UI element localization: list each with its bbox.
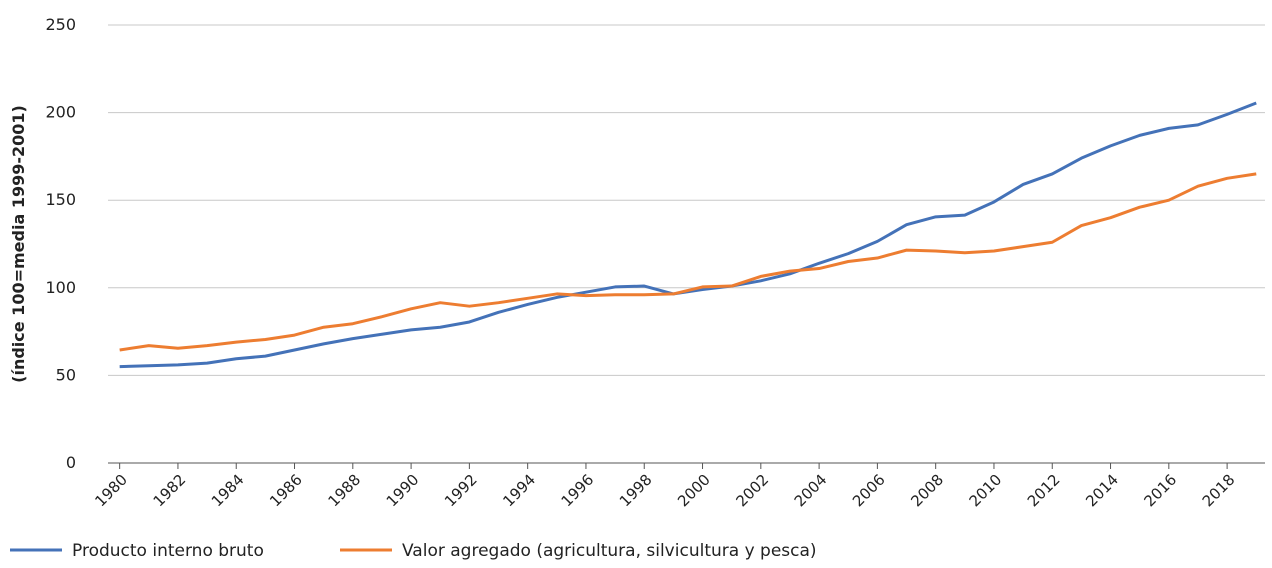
x-tick-label: 1982 — [150, 471, 190, 511]
y-tick-label: 250 — [45, 15, 76, 34]
x-tick-label: 1994 — [499, 471, 539, 511]
x-tick-label: 2012 — [1024, 471, 1064, 511]
y-tick-label: 150 — [45, 190, 76, 209]
x-tick-label: 1986 — [266, 471, 306, 511]
x-tick-label: 2016 — [1140, 471, 1180, 511]
x-tick-label: 1996 — [558, 471, 598, 511]
series-line — [119, 101, 1257, 369]
y-tick-label: 200 — [45, 103, 76, 122]
x-tick-label: 1984 — [208, 471, 248, 511]
x-tick-label: 2000 — [674, 471, 714, 511]
x-tick-label: 2010 — [966, 471, 1006, 511]
x-tick-label: 1988 — [324, 471, 364, 511]
y-tick-label: 50 — [56, 365, 76, 384]
x-tick-label: 2006 — [849, 471, 889, 511]
series-line — [119, 172, 1257, 352]
y-tick-label: 0 — [66, 453, 76, 472]
y-axis-label: (índice 100=media 1999-2001) — [9, 105, 28, 383]
y-tick-label: 100 — [45, 278, 76, 297]
x-tick-label: 2002 — [732, 471, 772, 511]
x-tick-label: 2014 — [1082, 471, 1122, 511]
x-tick-label: 2018 — [1199, 471, 1239, 511]
legend-label: Producto interno bruto — [72, 541, 264, 561]
x-tick-label: 1992 — [441, 471, 481, 511]
x-tick-label: 1980 — [91, 471, 131, 511]
x-tick-label: 2004 — [791, 471, 831, 511]
x-tick-label: 1998 — [616, 471, 656, 511]
legend-label: Valor agregado (agricultura, silvicultur… — [402, 541, 817, 561]
x-tick-label: 1990 — [383, 471, 423, 511]
x-tick-label: 2008 — [907, 471, 947, 511]
